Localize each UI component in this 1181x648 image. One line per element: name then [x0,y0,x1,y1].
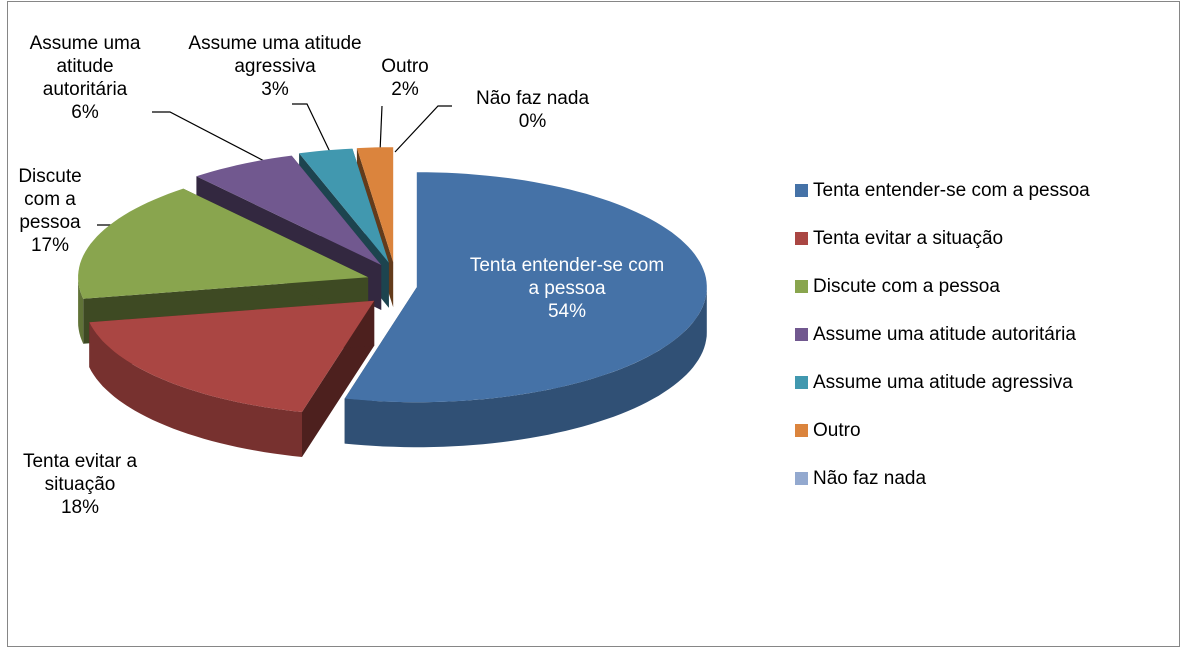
legend-swatch [795,280,808,293]
slice [356,147,394,263]
slice-wall [344,287,707,448]
data-label-name: Assume uma atitude autoritária [29,33,141,100]
leader-line [394,105,452,153]
data-label-name: Assume uma atitude agressiva [188,33,362,77]
legend-label: Assume uma atitude agressiva [813,372,1073,393]
slice [78,188,369,299]
data-label-value: 0% [518,111,547,132]
slice-wall [78,277,84,344]
slice-wall [89,322,302,457]
legend-label: Tenta entender-se com a pessoa [813,180,1090,201]
legend-label: Discute com a pessoa [813,276,1000,297]
data-label: Tenta evitar a situação 18% [10,450,150,519]
data-label-name: Não faz nada [475,88,590,109]
legend-swatch [795,328,808,341]
data-label-value: 54% [547,301,587,322]
data-label-name: Tenta evitar a situação [22,451,138,495]
data-label: Não faz nada 0% [450,87,615,133]
data-label: Discute com a pessoa 17% [5,165,95,257]
legend-swatch [795,184,808,197]
leader-line [152,111,269,164]
data-label: Tenta entender-se com a pessoa 54% [467,254,667,323]
data-label-name: Tenta entender-se com a pessoa [469,255,665,299]
legend-swatch [795,376,808,389]
slice [344,172,707,403]
legend-label: Tenta evitar a situação [813,228,1004,249]
legend-label: Não faz nada [813,468,927,489]
data-label: Assume uma atitude autoritária 6% [15,32,155,124]
slice [299,148,389,263]
leader-line [379,105,383,153]
slice [196,155,382,265]
legend-label: Assume uma atitude autoritária [813,324,1076,345]
legend-swatch [795,232,808,245]
data-label: Outro 2% [375,55,435,101]
legend-swatch [795,424,808,437]
data-label-value: 17% [30,235,70,256]
data-label: Assume uma atitude agressiva 3% [180,32,370,101]
data-label-value: 18% [60,497,100,518]
data-label-value: 6% [71,102,99,123]
data-label-value: 2% [391,79,419,100]
data-label-name: Discute com a pessoa [18,166,82,233]
data-label-name: Outro [381,56,429,77]
data-label-value: 3% [261,79,289,100]
leader-line [292,103,331,153]
legend-label: Outro [813,420,861,441]
slice [89,300,375,412]
legend-swatch [795,472,808,485]
